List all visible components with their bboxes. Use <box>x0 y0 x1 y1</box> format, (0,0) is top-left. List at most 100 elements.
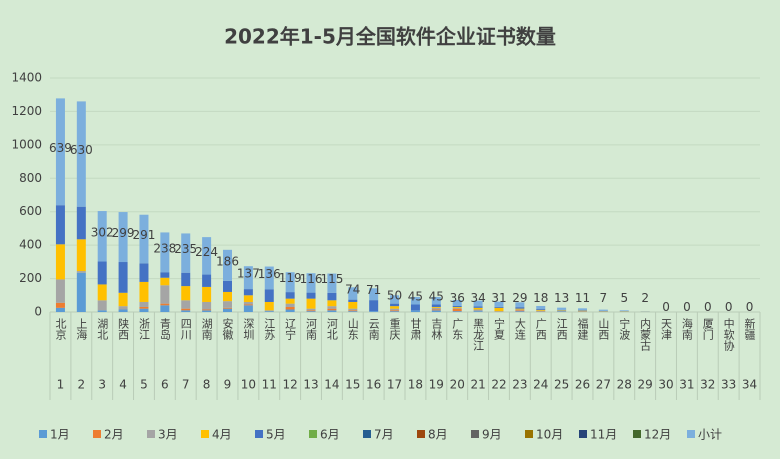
bar-segment <box>139 301 149 307</box>
bar-segment <box>139 308 149 312</box>
bar-segment <box>139 214 149 264</box>
bar-segment <box>390 310 400 312</box>
bar-segment <box>118 309 128 312</box>
bar-segment <box>348 301 358 309</box>
legend-swatch <box>525 430 533 438</box>
bar-segment <box>118 262 128 293</box>
bar-segment <box>223 301 232 308</box>
data-label: 13 <box>554 291 569 305</box>
data-label: 45 <box>408 290 423 304</box>
bar-segment <box>97 310 107 312</box>
data-label: 5 <box>620 291 628 305</box>
legend-label: 12月 <box>644 428 671 442</box>
bar-segment <box>223 307 232 309</box>
bar-segment <box>285 298 295 304</box>
data-label: 29 <box>512 291 527 305</box>
y-tick-label: 400 <box>19 238 42 252</box>
data-label: 74 <box>345 282 360 296</box>
bar-segment <box>139 306 149 309</box>
legend-label: 9月 <box>482 428 502 442</box>
bar-segment <box>243 301 253 305</box>
x-tick-number: 31 <box>679 378 694 392</box>
bar-segment <box>118 212 128 263</box>
x-tick-number: 4 <box>119 378 127 392</box>
data-label: 34 <box>470 291 485 305</box>
bar-segment <box>348 310 358 312</box>
bar-segment <box>306 298 316 309</box>
legend-swatch <box>363 430 371 438</box>
bar-segment <box>264 310 274 312</box>
bar-segment <box>243 295 253 302</box>
x-tick-number: 6 <box>161 378 169 392</box>
bar-segment <box>473 307 483 310</box>
legend-swatch <box>471 430 479 438</box>
y-tick-label: 1200 <box>11 104 42 118</box>
bar-segment <box>264 311 274 312</box>
x-tick-label: 深圳 <box>242 318 255 340</box>
data-label: 238 <box>153 241 176 255</box>
bar-segment <box>285 292 295 299</box>
bar-segment <box>578 310 587 311</box>
data-label: 31 <box>491 291 506 305</box>
legend-label: 2月 <box>104 428 124 442</box>
x-tick-label: 山东 <box>346 318 359 340</box>
legend-swatch <box>417 430 425 438</box>
bar-segment <box>515 311 525 312</box>
x-tick-label: 海南 <box>680 317 693 340</box>
bar-segment <box>202 301 212 310</box>
bar-segment <box>473 306 483 308</box>
bar-segment <box>494 307 504 312</box>
x-tick-number: 1 <box>57 378 65 392</box>
bar-segment <box>76 272 86 312</box>
legend-label: 5月 <box>266 428 286 442</box>
x-tick-number: 9 <box>224 378 232 392</box>
data-label: 630 <box>70 143 93 157</box>
bar-segment <box>223 280 232 292</box>
x-tick-number: 8 <box>203 378 211 392</box>
x-tick-number: 33 <box>721 378 736 392</box>
x-tick-number: 20 <box>450 378 465 392</box>
bar-segment <box>243 266 253 290</box>
bar-segment <box>431 310 441 312</box>
x-tick-number: 25 <box>554 378 569 392</box>
bar-segment <box>306 273 316 293</box>
bar-segment <box>452 299 462 306</box>
x-tick-number: 16 <box>366 378 381 392</box>
bar-segment <box>327 308 337 311</box>
bar-segment <box>557 310 567 311</box>
bar-segment <box>76 271 86 273</box>
bar-segment <box>181 310 191 312</box>
x-tick-label: 陕西 <box>117 317 130 340</box>
bar-segment <box>452 306 462 308</box>
bar-segment <box>76 206 86 240</box>
bar-segment <box>223 249 232 281</box>
bar-segment <box>452 305 462 307</box>
bar-segment <box>97 261 107 285</box>
bar-segment <box>139 263 149 282</box>
bar-segment <box>327 306 337 309</box>
data-label: 0 <box>704 300 712 314</box>
data-label: 0 <box>746 300 754 314</box>
x-tick-label: 上海 <box>75 318 88 341</box>
bar-segment <box>202 237 212 275</box>
bar-segment <box>348 299 358 302</box>
x-tick-label: 甘肃 <box>409 318 422 341</box>
bar-segment <box>431 307 441 310</box>
x-tick-label: 厦门 <box>701 318 714 341</box>
bar-segment <box>410 304 420 311</box>
bar-segment <box>264 301 274 311</box>
x-tick-label: 宁波 <box>618 317 631 341</box>
bar-segment <box>285 303 295 307</box>
bar-segment <box>327 310 337 312</box>
bar-segment <box>118 292 128 307</box>
bar-segment <box>327 292 337 301</box>
y-tick-label: 200 <box>19 271 42 285</box>
bar-segment <box>306 292 316 299</box>
data-label: 115 <box>320 272 343 286</box>
data-label: 116 <box>300 272 323 286</box>
x-tick-number: 7 <box>182 378 190 392</box>
chart-title: 2022年1-5月全国软件企业证书数量 <box>224 25 556 49</box>
bar-segment <box>55 302 65 308</box>
bar-segment <box>515 309 525 311</box>
bar-segment <box>557 307 567 310</box>
